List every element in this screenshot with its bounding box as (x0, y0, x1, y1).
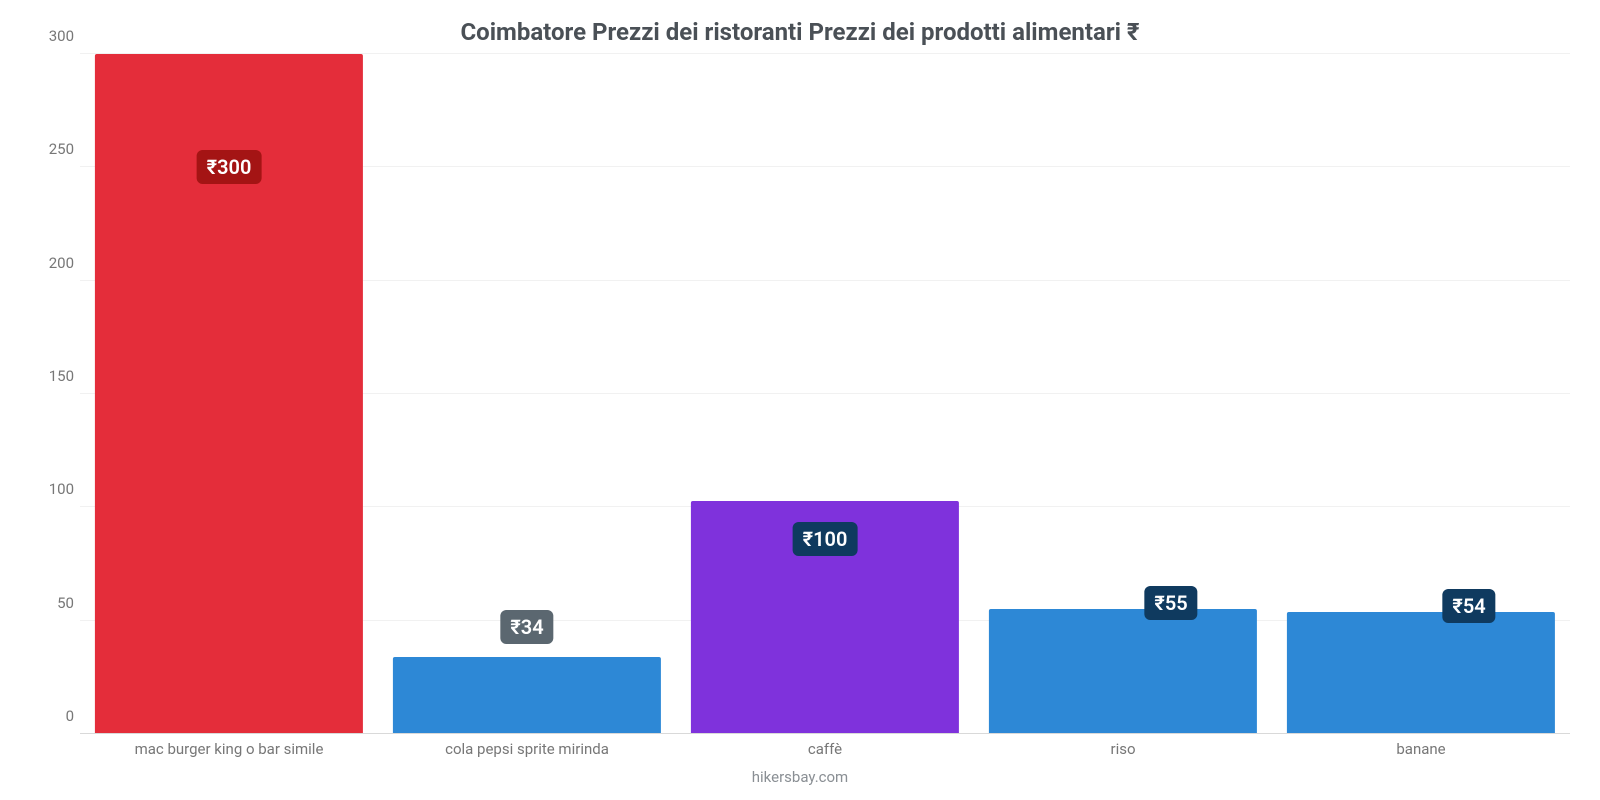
chart-title: Coimbatore Prezzi dei ristoranti Prezzi … (20, 0, 1580, 54)
y-tick-label: 300 (30, 27, 74, 45)
y-tick-label: 200 (30, 254, 74, 272)
y-tick-label: 150 (30, 367, 74, 385)
value-badge: ₹300 (197, 150, 262, 184)
value-badge: ₹100 (793, 522, 858, 556)
value-badge: ₹54 (1442, 589, 1495, 623)
bars-container: ₹300 ₹34 ₹100 ₹55 ₹54 (80, 55, 1570, 734)
y-tick-label: 50 (30, 594, 74, 612)
bar-slot: ₹54 (1272, 55, 1570, 734)
bar (393, 657, 661, 734)
x-tick-label: mac burger king o bar simile (80, 740, 378, 758)
bar (1287, 612, 1555, 734)
x-axis-baseline (80, 733, 1570, 734)
value-badge: ₹55 (1144, 586, 1197, 620)
value-badge: ₹34 (500, 610, 553, 644)
bar-slot: ₹34 (378, 55, 676, 734)
bar-slot: ₹300 (80, 55, 378, 734)
x-axis-labels: mac burger king o bar similecola pepsi s… (80, 740, 1570, 758)
source-attribution: hikersbay.com (20, 768, 1580, 786)
y-tick-label: 0 (30, 707, 74, 725)
x-tick-label: caffè (676, 740, 974, 758)
price-bar-chart: Coimbatore Prezzi dei ristoranti Prezzi … (0, 0, 1600, 800)
bar-slot: ₹55 (974, 55, 1272, 734)
x-tick-label: riso (974, 740, 1272, 758)
plot-area: ₹300₹34₹100₹55₹54 050100150200250300 (80, 54, 1570, 734)
x-tick-label: cola pepsi sprite mirinda (378, 740, 676, 758)
bar (989, 609, 1257, 734)
y-tick-label: 100 (30, 480, 74, 498)
x-tick-label: banane (1272, 740, 1570, 758)
y-tick-label: 250 (30, 140, 74, 158)
bar-slot: ₹100 (676, 55, 974, 734)
